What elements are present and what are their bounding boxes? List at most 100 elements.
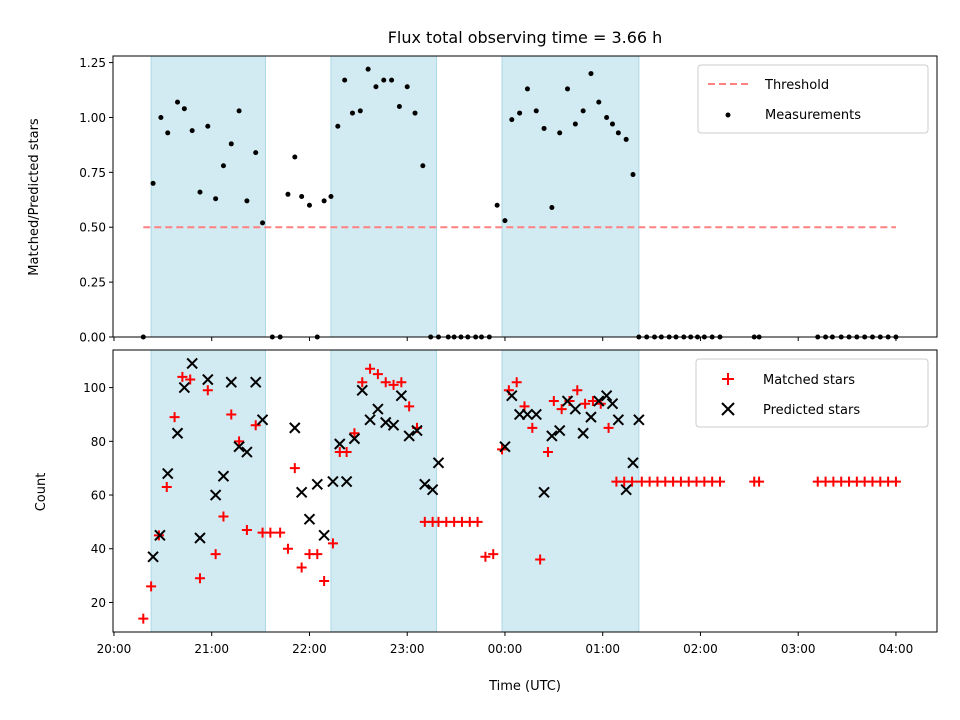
predicted-star-point: [194, 532, 206, 544]
x-tick-label: 01:00: [585, 642, 620, 656]
measurement-point: [502, 218, 508, 224]
measurement-point: [412, 110, 418, 116]
predicted-star-point: [209, 489, 222, 501]
matched-star-point: [365, 363, 376, 374]
matched-star-point: [548, 396, 559, 407]
predicted-star-point: [147, 551, 159, 563]
measurement-point: [396, 103, 402, 109]
matched-star-point: [296, 562, 307, 573]
chart-title: Flux total observing time = 3.66 h: [388, 28, 663, 47]
predicted-star-point: [340, 475, 353, 488]
predicted-star-point: [295, 486, 308, 499]
matched-star-point: [580, 398, 591, 409]
measurement-point: [365, 66, 371, 72]
y-tick-label: 40: [91, 542, 106, 556]
predicted-star-point: [612, 414, 625, 426]
measurement-point: [549, 204, 555, 210]
matched-star-point: [138, 613, 149, 624]
predicted-star-point: [530, 408, 542, 421]
matched-star-point: [572, 385, 583, 396]
measurement-point: [596, 99, 602, 105]
predicted-star-point: [419, 478, 431, 490]
matched-star-point: [226, 409, 237, 420]
observing-window-1: [150, 55, 266, 338]
predicted-star-point: [593, 395, 605, 407]
matched-star-point: [161, 481, 172, 492]
measurements-legend-label: Measurements: [765, 108, 861, 123]
x-tick-label: 20:00: [97, 642, 132, 656]
matched-star-point: [627, 476, 638, 487]
measurement-point: [572, 121, 578, 127]
measurement-point: [236, 108, 242, 114]
y-tick-label: 0.75: [79, 166, 106, 180]
predicted-stars-points: [147, 357, 645, 563]
measurement-point: [306, 202, 312, 208]
predicted-star-point: [627, 457, 639, 469]
y-tick-label: 1.00: [79, 111, 106, 125]
measurement-point: [228, 141, 234, 147]
predicted-star-point: [553, 424, 566, 437]
measurement-point: [299, 194, 305, 199]
measurement-point: [565, 86, 571, 92]
x-tick-label: 21:00: [194, 642, 229, 656]
predicted-star-point: [395, 389, 408, 402]
predicted-star-point: [356, 384, 368, 396]
matched-star-point: [480, 551, 491, 562]
measurement-point: [342, 77, 348, 83]
measurement-point: [588, 71, 594, 77]
measurement-point: [404, 84, 410, 90]
matched-star-point: [396, 377, 407, 388]
matched-star-point: [275, 527, 286, 538]
matched-stars-points: [138, 363, 901, 624]
ratio-legend-box: [697, 64, 929, 134]
measurement-point: [253, 150, 259, 156]
matched-star-point: [327, 538, 338, 549]
matched-star-point: [388, 379, 399, 390]
measurement-point: [175, 99, 181, 105]
predicted-star-point: [154, 529, 166, 542]
count-legend: Matched stars Predicted stars: [695, 358, 929, 428]
predicted-star-point: [411, 424, 423, 437]
matched-star-point: [715, 476, 726, 487]
matched-star-point: [488, 549, 499, 560]
predicted-star-point: [426, 483, 439, 496]
matched-legend-label: Matched stars: [763, 373, 855, 388]
predicted-star-point: [225, 376, 237, 388]
measurement-point: [623, 136, 629, 142]
matched-star-point: [380, 377, 391, 388]
measurement-point: [615, 130, 621, 136]
matched-star-point: [372, 369, 383, 380]
predicted-star-point: [303, 513, 316, 525]
predicted-star-point: [178, 381, 191, 394]
matched-star-point: [404, 401, 415, 412]
predicted-star-point: [334, 438, 346, 450]
measurement-point: [197, 189, 203, 195]
ratio-legend: Threshold Measurements: [697, 64, 929, 134]
measurement-point: [494, 202, 500, 208]
observing-window-2: [330, 349, 438, 633]
matched-star-point: [250, 420, 261, 431]
measurement-point: [420, 163, 426, 169]
measurement-point: [630, 172, 636, 178]
measurement-point: [285, 191, 291, 197]
matched-star-point: [542, 447, 553, 458]
predicted-star-point: [620, 483, 632, 496]
measurement-point: [533, 108, 539, 114]
matched-star-point: [146, 581, 157, 592]
count-x-ticks: 20:00 21:00 22:00 23:00 00:00 01:00 02:00 03:00…: [97, 632, 913, 656]
predicted-star-point: [546, 430, 558, 442]
y-tick-label: 0.00: [79, 331, 106, 345]
ratio-y-axis-label: Matched/Predicted stars: [27, 118, 42, 276]
predicted-star-point: [585, 411, 597, 423]
matched-star-point: [218, 511, 229, 522]
predicted-star-point: [311, 478, 323, 490]
matched-star-point: [890, 476, 901, 487]
measurement-point: [557, 130, 563, 136]
observing-window-1: [150, 349, 266, 633]
predicted-star-point: [380, 416, 392, 429]
y-tick-label: 100: [83, 381, 106, 395]
matched-star-point: [527, 422, 538, 433]
measurement-point: [580, 108, 586, 114]
measurement-point: [158, 114, 164, 120]
predicted-star-point: [372, 403, 384, 415]
